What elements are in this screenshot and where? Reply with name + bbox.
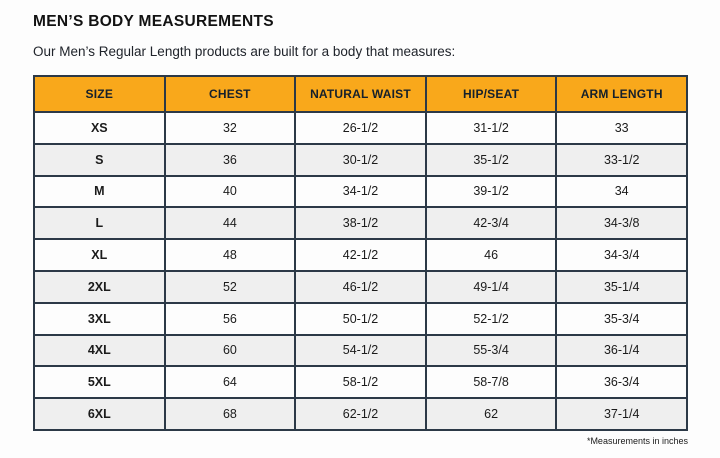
page-subtitle: Our Men’s Regular Length products are bu…	[33, 44, 456, 59]
hip-seat-cell: 58-7/8	[424, 365, 558, 400]
arm-length-cell: 34-3/8	[555, 206, 688, 241]
table-row: M 40 34-1/2 39-1/2 34	[33, 174, 688, 209]
arm-length-cell: 37-1/4	[555, 397, 688, 431]
column-header-chest: CHEST	[163, 75, 297, 113]
chest-cell: 60	[163, 333, 297, 368]
hip-seat-cell: 31-1/2	[424, 111, 558, 145]
page-title: MEN’S BODY MEASUREMENTS	[33, 13, 274, 30]
table-row: 3XL 56 50-1/2 52-1/2 35-3/4	[33, 301, 688, 336]
natural-waist-cell: 30-1/2	[294, 142, 427, 177]
arm-length-cell: 34	[555, 174, 688, 209]
column-header-natural-waist: NATURAL WAIST	[294, 75, 427, 113]
hip-seat-cell: 39-1/2	[424, 174, 558, 209]
size-cell: L	[33, 206, 166, 241]
natural-waist-cell: 38-1/2	[294, 206, 427, 241]
size-cell: 6XL	[33, 397, 166, 431]
size-cell: XL	[33, 238, 166, 272]
hip-seat-cell: 42-3/4	[424, 206, 558, 241]
hip-seat-cell: 52-1/2	[424, 301, 558, 336]
arm-length-cell: 33-1/2	[555, 142, 688, 177]
chest-cell: 40	[163, 174, 297, 209]
hip-seat-cell: 55-3/4	[424, 333, 558, 368]
table-row: S 36 30-1/2 35-1/2 33-1/2	[33, 142, 688, 177]
mens-size-chart-table: SIZE CHEST NATURAL WAIST HIP/SEAT ARM LE…	[33, 75, 688, 431]
chest-cell: 32	[163, 111, 297, 145]
size-cell: 3XL	[33, 301, 166, 336]
hip-seat-cell: 35-1/2	[424, 142, 558, 177]
chest-cell: 64	[163, 365, 297, 400]
table-row: XS 32 26-1/2 31-1/2 33	[33, 111, 688, 145]
natural-waist-cell: 26-1/2	[294, 111, 427, 145]
column-header-size: SIZE	[33, 75, 166, 113]
table-row: 6XL 68 62-1/2 62 37-1/4	[33, 397, 688, 431]
size-cell: 4XL	[33, 333, 166, 368]
arm-length-cell: 35-3/4	[555, 301, 688, 336]
column-header-arm-length: ARM LENGTH	[555, 75, 688, 113]
natural-waist-cell: 54-1/2	[294, 333, 427, 368]
chest-cell: 52	[163, 269, 297, 304]
arm-length-cell: 35-1/4	[555, 269, 688, 304]
table-header-row: SIZE CHEST NATURAL WAIST HIP/SEAT ARM LE…	[33, 75, 688, 113]
size-cell: M	[33, 174, 166, 209]
hip-seat-cell: 46	[424, 238, 558, 272]
natural-waist-cell: 50-1/2	[294, 301, 427, 336]
natural-waist-cell: 62-1/2	[294, 397, 427, 431]
arm-length-cell: 36-1/4	[555, 333, 688, 368]
natural-waist-cell: 34-1/2	[294, 174, 427, 209]
table-row: 2XL 52 46-1/2 49-1/4 35-1/4	[33, 269, 688, 304]
arm-length-cell: 34-3/4	[555, 238, 688, 272]
natural-waist-cell: 42-1/2	[294, 238, 427, 272]
chest-cell: 36	[163, 142, 297, 177]
size-cell: S	[33, 142, 166, 177]
chest-cell: 44	[163, 206, 297, 241]
measurements-footnote: *Measurements in inches	[586, 435, 688, 446]
natural-waist-cell: 58-1/2	[294, 365, 427, 400]
size-cell: 5XL	[33, 365, 166, 400]
size-cell: 2XL	[33, 269, 166, 304]
arm-length-cell: 36-3/4	[555, 365, 688, 400]
size-cell: XS	[33, 111, 166, 145]
natural-waist-cell: 46-1/2	[294, 269, 427, 304]
hip-seat-cell: 62	[424, 397, 558, 431]
chest-cell: 48	[163, 238, 297, 272]
chest-cell: 56	[163, 301, 297, 336]
table-row: L 44 38-1/2 42-3/4 34-3/8	[33, 206, 688, 241]
column-header-hip-seat: HIP/SEAT	[424, 75, 558, 113]
table-row: XL 48 42-1/2 46 34-3/4	[33, 238, 688, 272]
arm-length-cell: 33	[555, 111, 688, 145]
hip-seat-cell: 49-1/4	[424, 269, 558, 304]
table-row: 4XL 60 54-1/2 55-3/4 36-1/4	[33, 333, 688, 368]
table-row: 5XL 64 58-1/2 58-7/8 36-3/4	[33, 365, 688, 400]
chest-cell: 68	[163, 397, 297, 431]
